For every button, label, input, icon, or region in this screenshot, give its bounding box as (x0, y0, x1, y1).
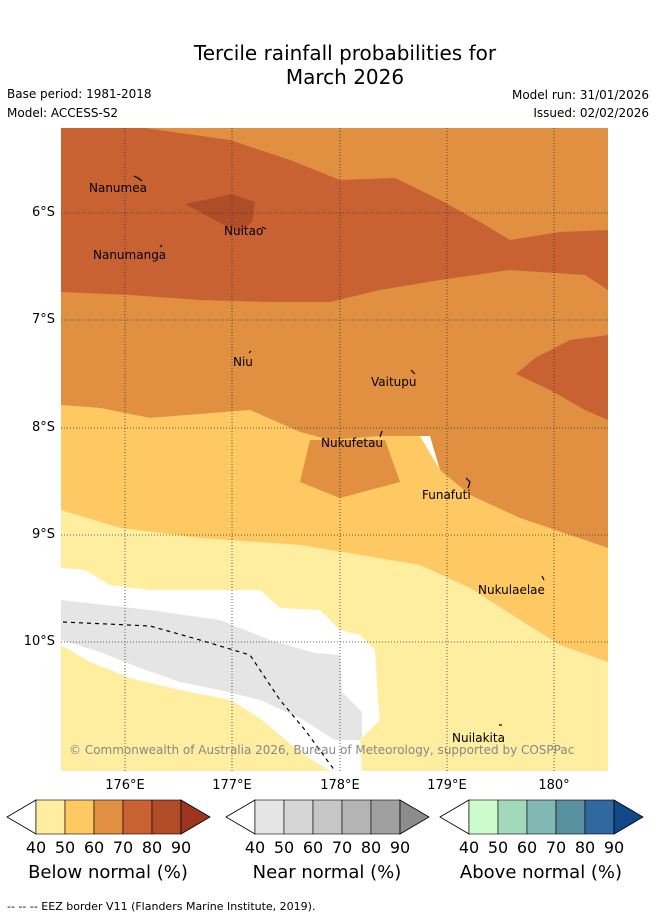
model-name: Model: ACCESS-S2 (7, 106, 119, 120)
place-label: Vaitupu (371, 375, 417, 389)
colorbars (6, 799, 644, 835)
place-label: Nukufetau (321, 436, 384, 450)
lat-tick: 9°S (31, 527, 55, 542)
colorbar-tick-label: 50 (487, 838, 509, 857)
colorbar-segment (64, 799, 95, 835)
colorbar-segment (341, 799, 372, 835)
colorbar-tick-label: 70 (331, 838, 353, 857)
island-nukufetau (379, 430, 383, 438)
colorbar-segment (254, 799, 285, 835)
colorbar-tick-label: 70 (545, 838, 567, 857)
colorbar-segment (151, 799, 182, 835)
colorbar-segment (584, 799, 615, 835)
lat-tick: 10°S (23, 634, 55, 649)
place-label: Nukulaelae (478, 583, 545, 597)
place-label: Nuitao (224, 224, 264, 238)
island-nanumanga (159, 244, 163, 248)
colorbar-segment (122, 799, 153, 835)
map-credit: © Commonwealth of Australia 2026, Bureau… (69, 743, 575, 757)
place-label: Funafuti (422, 488, 471, 502)
lon-tick: 178°E (320, 778, 360, 793)
colorbar-tick-label: 90 (170, 838, 192, 857)
issued-date: Issued: 02/02/2026 (533, 106, 649, 120)
eez-legend: -- -- -- EEZ border V11 (Flanders Marine… (7, 900, 316, 913)
graticule (61, 128, 608, 771)
below-70-80-region-north (61, 128, 608, 302)
lat-tick: 7°S (31, 312, 55, 327)
below-50-60-region (61, 405, 608, 662)
island-nukulaelae (541, 575, 545, 581)
below-70-80-region-east (516, 335, 608, 420)
map-panel (61, 128, 608, 771)
near-40-50-region (61, 600, 362, 740)
islands (133, 175, 545, 726)
colorbar-segment (555, 799, 586, 835)
colorbar-tick-label: 80 (574, 838, 596, 857)
colorbar-lower-extend (6, 799, 37, 835)
colorbar-tick-label: 40 (25, 838, 47, 857)
colorbar-below-normal (6, 799, 211, 835)
colorbar-tick-label: 60 (516, 838, 538, 857)
lon-tick: 177°E (212, 778, 252, 793)
model-run: Model run: 31/01/2026 (511, 88, 649, 102)
colorbar-segment (497, 799, 528, 835)
colorbar-tick-label: 80 (360, 838, 382, 857)
place-label: Nanumanga (93, 248, 167, 262)
lon-tick: 179°E (427, 778, 467, 793)
colorbar-tick-label: 40 (244, 838, 266, 857)
no-category-region (61, 568, 380, 771)
lat-tick: 8°S (31, 420, 55, 435)
place-label: Niu (233, 355, 253, 369)
colorbar-lower-extend (439, 799, 470, 835)
colorbar-lower-extend (225, 799, 256, 835)
island-vaitupu (410, 369, 416, 375)
island-nuitao (261, 226, 267, 230)
colorbar-near-normal (225, 799, 430, 835)
lon-tick: 176°E (105, 778, 145, 793)
colorbar-upper-extend (399, 799, 430, 835)
colorbar-segment (370, 799, 401, 835)
colorbar-label-below: Below normal (%) (28, 862, 188, 883)
colorbar-tick-label: 90 (389, 838, 411, 857)
colorbar-label-near: Near normal (%) (252, 862, 402, 883)
below-60-70-inlet (300, 440, 400, 498)
lon-tick: 180° (538, 778, 570, 793)
colorbar-label-above: Above normal (%) (459, 862, 623, 883)
colorbar-upper-extend (180, 799, 211, 835)
island-niu (248, 350, 252, 354)
colorbar-segment (283, 799, 314, 835)
colorbar-tick-label: 50 (54, 838, 76, 857)
colorbar-segment (35, 799, 66, 835)
chart-title-line2: March 2026 (285, 65, 405, 89)
colorbar-tick-label: 80 (141, 838, 163, 857)
colorbar-tick-label: 50 (273, 838, 295, 857)
colorbar-segment (526, 799, 557, 835)
base-period: Base period: 1981-2018 (7, 87, 152, 101)
island-nanumea (133, 175, 143, 182)
colorbar-tick-label: 60 (83, 838, 105, 857)
colorbar-segment (312, 799, 343, 835)
chart-title-line1: Tercile rainfall probabilities for (193, 41, 497, 65)
colorbar-segment (93, 799, 124, 835)
colorbar-tick-label: 90 (603, 838, 625, 857)
lat-tick: 6°S (31, 205, 55, 220)
colorbar-tick-label: 70 (112, 838, 134, 857)
colorbar-upper-extend (613, 799, 644, 835)
place-label: Nanumea (89, 181, 147, 195)
place-label: Nuilakita (452, 731, 505, 745)
colorbar-segment (468, 799, 499, 835)
island-funafuti (465, 477, 471, 489)
colorbar-above-normal (439, 799, 644, 835)
colorbar-tick-label: 40 (458, 838, 480, 857)
colorbar-tick-label: 60 (302, 838, 324, 857)
